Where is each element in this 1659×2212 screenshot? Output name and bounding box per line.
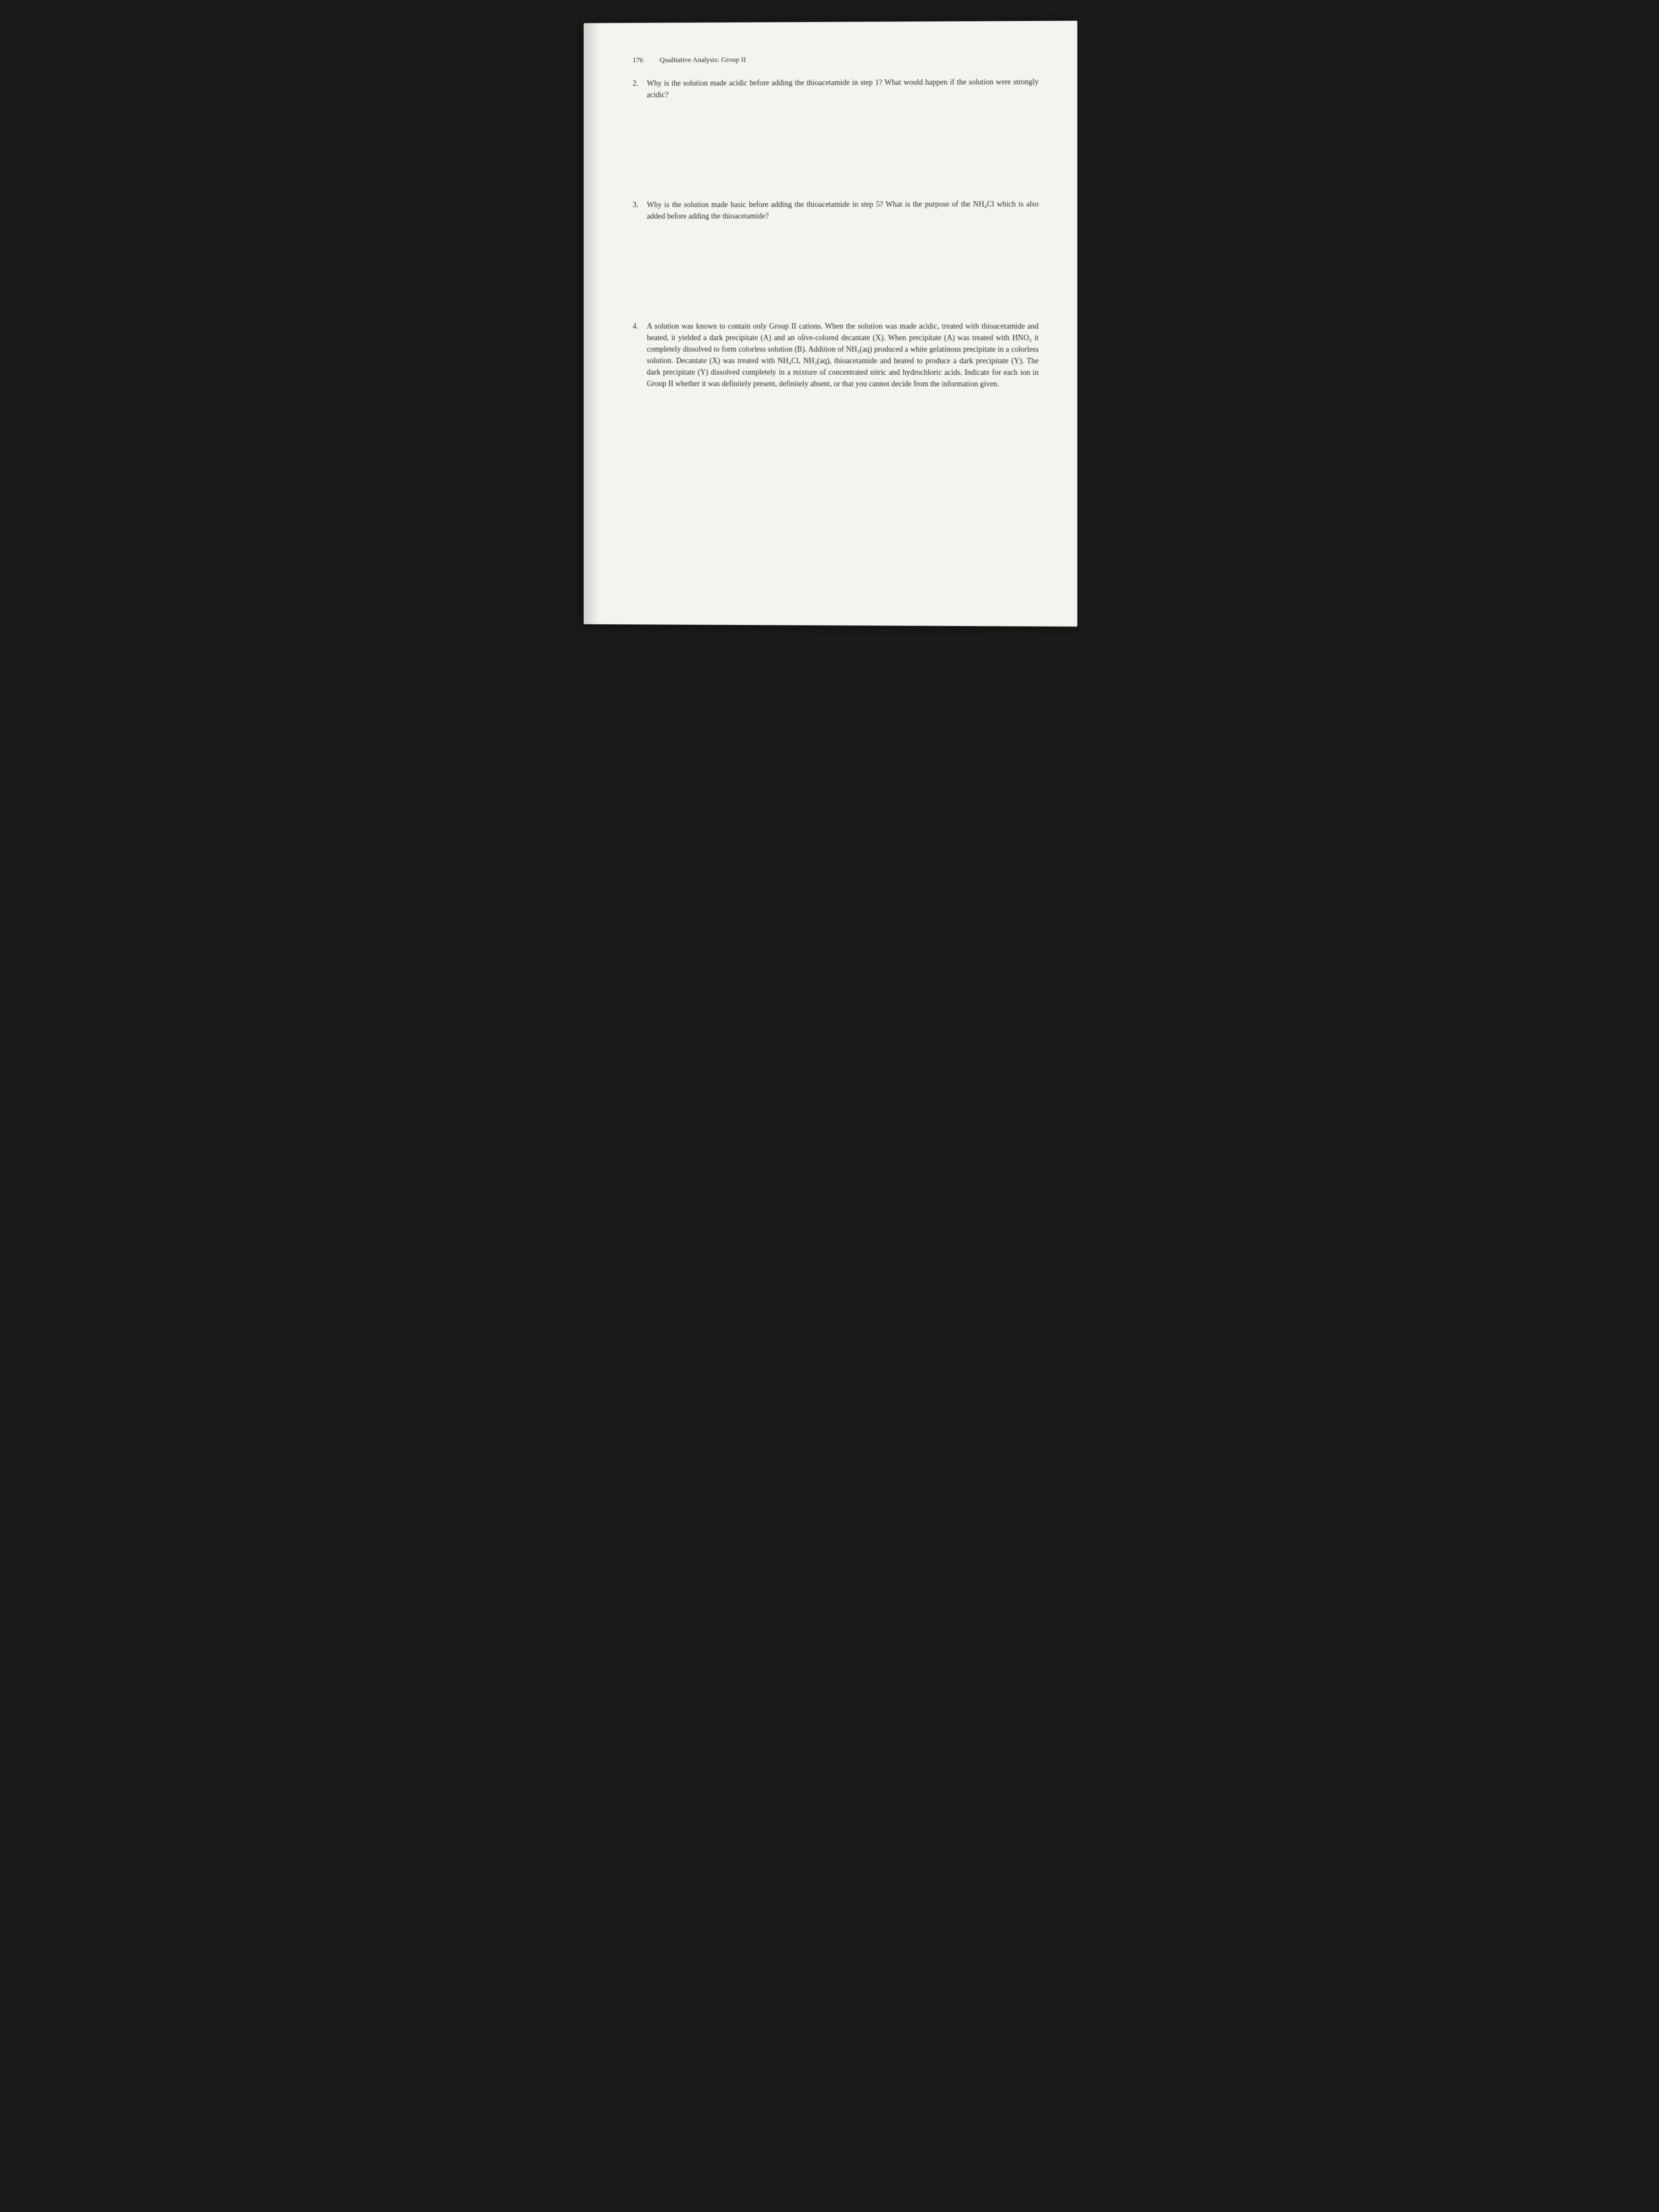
question-text: 3. Why is the solution made basic before… <box>633 199 1039 222</box>
chapter-title: Qualitative Analysis: Group II <box>659 55 746 65</box>
question-number: 3. <box>633 200 642 223</box>
question-text: 4. A solution was known to contain only … <box>633 321 1039 390</box>
question-text: 2. Why is the solution made acidic befor… <box>633 77 1039 101</box>
page-header: 176 Qualitative Analysis: Group II <box>633 54 1039 64</box>
question-body: Why is the solution made basic before ad… <box>647 199 1039 222</box>
page-number: 176 <box>633 55 643 64</box>
question-body: Why is the solution made acidic before a… <box>647 77 1039 101</box>
question-4: 4. A solution was known to contain only … <box>633 321 1039 390</box>
question-2: 2. Why is the solution made acidic befor… <box>633 77 1039 101</box>
question-body: A solution was known to contain only Gro… <box>647 321 1039 390</box>
question-3: 3. Why is the solution made basic before… <box>633 199 1039 222</box>
textbook-page: 176 Qualitative Analysis: Group II 2. Wh… <box>584 21 1077 627</box>
question-number: 4. <box>633 321 642 390</box>
question-number: 2. <box>633 78 642 101</box>
